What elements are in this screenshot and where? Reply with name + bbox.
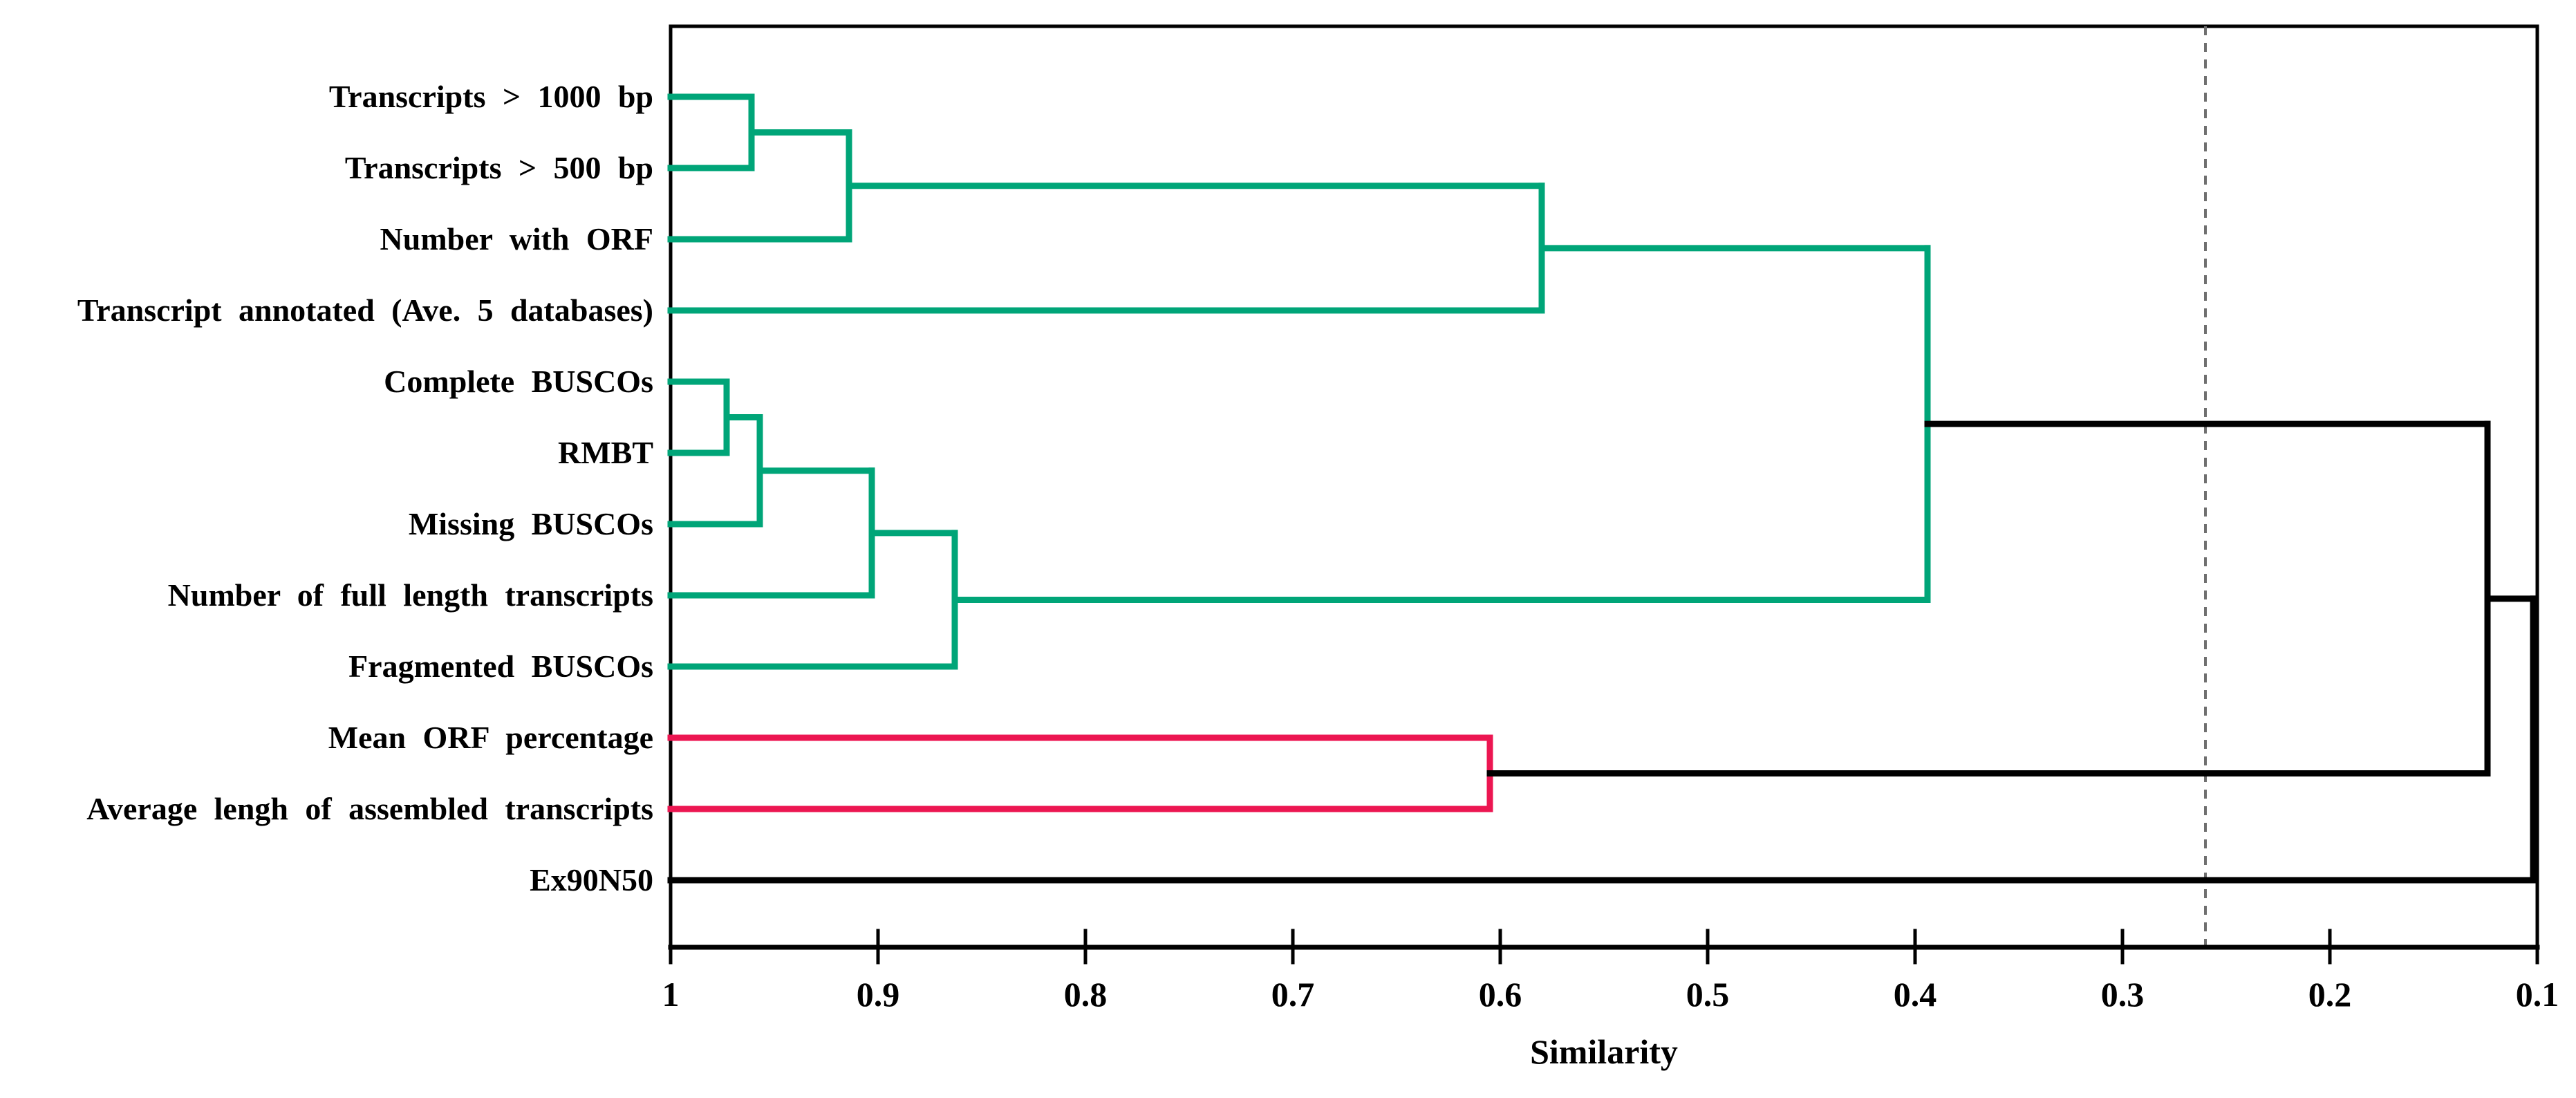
axis-tick-label: 0.8 <box>1064 975 1108 1014</box>
axis-tick-label: 0.3 <box>2101 975 2145 1014</box>
leaf-label: Number with ORF <box>380 221 653 257</box>
leaf-label: Ex90N50 <box>530 862 653 897</box>
leaf-label: RMBT <box>558 435 653 470</box>
leaf-label: Number of full length transcripts <box>167 577 653 613</box>
axis-tick-label: 0.5 <box>1686 975 1730 1014</box>
leaf-label: Fragmented BUSCOs <box>348 649 653 684</box>
leaf-label: Mean ORF percentage <box>328 720 653 755</box>
x-axis-title: Similarity <box>1530 1032 1678 1071</box>
leaf-label: Average lengh of assembled transcripts <box>86 791 653 826</box>
axis-tick-label: 0.9 <box>857 975 900 1014</box>
axis-tick-label: 0.6 <box>1479 975 1522 1014</box>
leaf-label: Transcripts > 1000 bp <box>328 79 653 114</box>
axis-tick-label: 0.7 <box>1271 975 1315 1014</box>
axis-tick-label: 0.4 <box>1894 975 1937 1014</box>
axis-tick-label: 0.2 <box>2308 975 2352 1014</box>
axis-tick-label: 0.1 <box>2516 975 2559 1014</box>
leaf-label: Complete BUSCOs <box>384 364 653 399</box>
axis-tick-label: 1 <box>662 975 680 1014</box>
leaf-label: Missing BUSCOs <box>408 506 653 541</box>
leaf-label: Transcripts > 500 bp <box>344 150 653 185</box>
leaf-label: Transcript annotated (Ave. 5 databases) <box>77 292 653 328</box>
